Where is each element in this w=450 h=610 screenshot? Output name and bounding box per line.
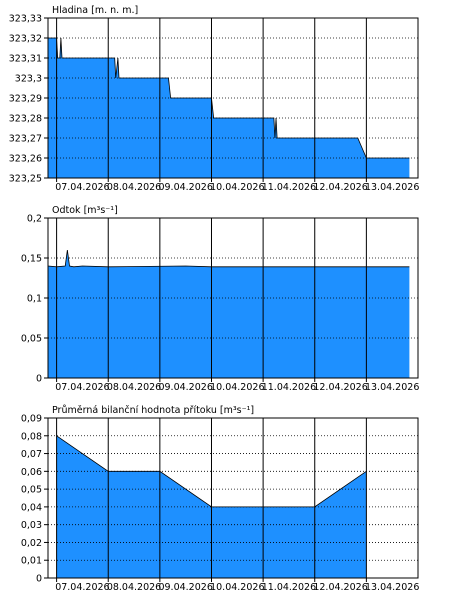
y-tick-label: 323,3 [15, 74, 42, 85]
x-tick-label: 10.04.2026 [210, 382, 264, 393]
y-tick-label: 0,05 [21, 485, 42, 496]
chart-3: Průměrná bilanční hodnota přítoku [m³s⁻¹… [21, 405, 420, 593]
y-tick-label: 323,31 [9, 54, 42, 65]
y-tick-label: 0,08 [21, 431, 42, 442]
plot-frame [47, 417, 419, 579]
x-tick-label: 08.04.2026 [107, 582, 161, 593]
x-tick-label: 11.04.2026 [262, 582, 316, 593]
x-tick-label: 09.04.2026 [158, 182, 212, 193]
x-tick-label: 07.04.2026 [55, 182, 109, 193]
y-tick-label: 0,05 [21, 334, 42, 345]
y-tick-label: 0,15 [21, 254, 42, 265]
x-tick-label: 12.04.2026 [313, 382, 367, 393]
chart-1: Hladina [m. n. m.] 323,33 323,32 323,31 323,… [9, 5, 420, 193]
y-tick-label: 323,25 [9, 174, 42, 185]
chart-2: Odtok [m³s⁻¹] 0,2 0,15 0,1 0,05 0 07.04.202608… [21, 205, 420, 393]
y-tick-label: 323,27 [9, 134, 42, 145]
y-tick-label: 0,2 [27, 214, 42, 225]
y-tick-label: 0,04 [21, 502, 42, 513]
x-tick-label: 12.04.2026 [313, 182, 367, 193]
y-tick-label: 323,32 [9, 34, 42, 45]
plot-frame [47, 217, 419, 379]
x-tick-label: 11.04.2026 [262, 182, 316, 193]
x-tick-label: 10.04.2026 [210, 182, 264, 193]
x-tick-label: 13.04.2026 [365, 182, 419, 193]
chart-title: Odtok [m³s⁻¹] [52, 205, 118, 216]
x-tick-label: 12.04.2026 [313, 582, 367, 593]
y-tick-label: 0 [36, 574, 42, 585]
series-area [48, 250, 410, 378]
chart-title: Hladina [m. n. m.] [52, 5, 138, 16]
x-tick-label: 07.04.2026 [55, 582, 109, 593]
y-tick-label: 0,09 [21, 414, 42, 425]
series-area [48, 38, 410, 178]
y-tick-label: 0,07 [21, 449, 42, 460]
x-tick-label: 13.04.2026 [365, 382, 419, 393]
y-tick-label: 0 [36, 374, 42, 385]
x-tick-label: 08.04.2026 [107, 382, 161, 393]
y-tick-label: 323,33 [9, 14, 42, 25]
y-tick-label: 0,03 [21, 520, 42, 531]
y-tick-label: 323,29 [9, 94, 42, 105]
x-tick-label: 09.04.2026 [158, 382, 212, 393]
y-tick-label: 0,02 [21, 538, 42, 549]
x-tick-label: 07.04.2026 [55, 382, 109, 393]
x-tick-label: 10.04.2026 [210, 582, 264, 593]
y-tick-label: 323,26 [9, 154, 42, 165]
x-tick-label: 09.04.2026 [158, 582, 212, 593]
y-tick-label: 0,01 [21, 556, 42, 567]
plot-frame [47, 17, 419, 179]
y-tick-label: 0,06 [21, 467, 42, 478]
x-tick-label: 13.04.2026 [365, 582, 419, 593]
x-tick-label: 08.04.2026 [107, 182, 161, 193]
x-tick-label: 11.04.2026 [262, 382, 316, 393]
y-tick-label: 0,1 [27, 294, 42, 305]
y-tick-label: 323,28 [9, 114, 42, 125]
chart-title: Průměrná bilanční hodnota přítoku [m³s⁻¹… [52, 405, 254, 416]
